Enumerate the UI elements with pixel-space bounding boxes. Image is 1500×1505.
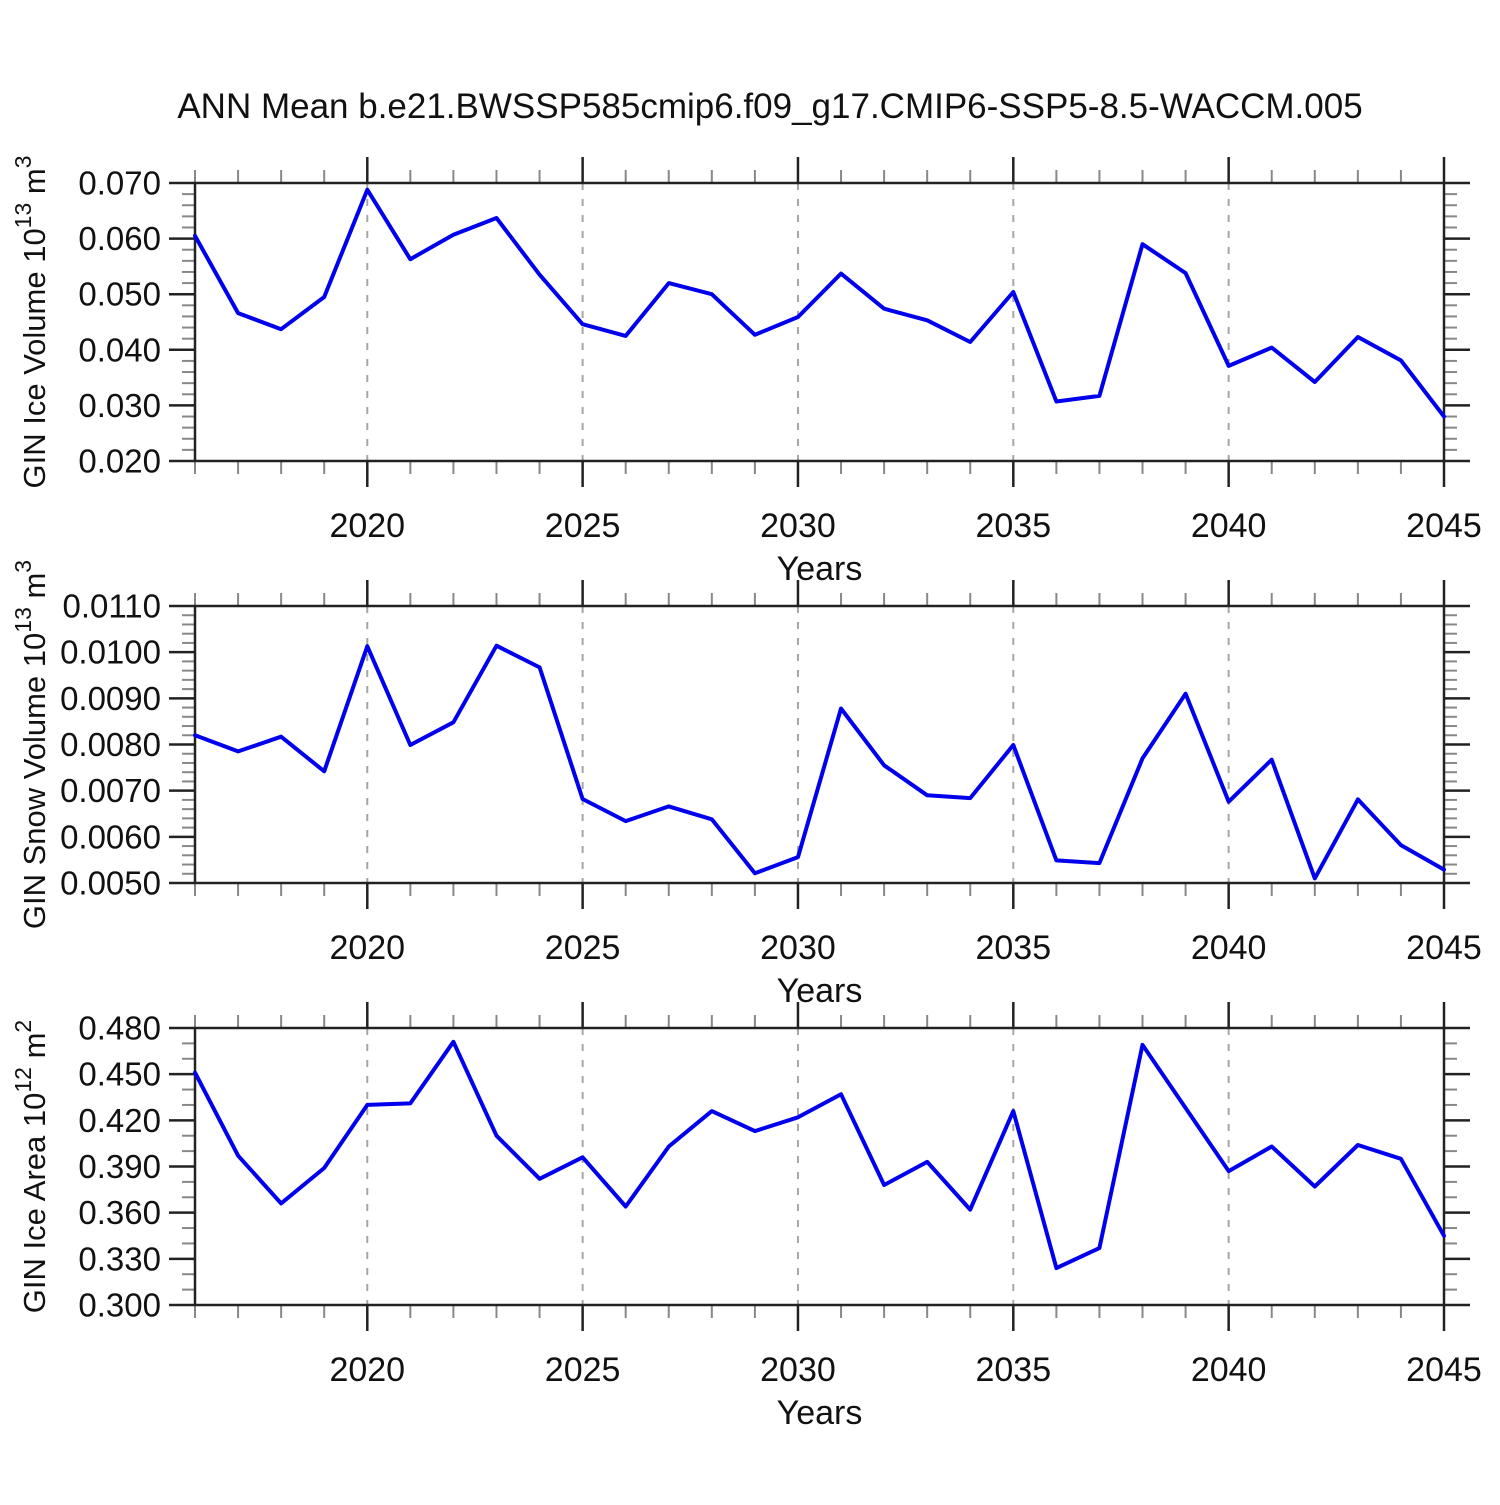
data-line [193, 643, 1446, 881]
y-tick-label: 0.0050 [60, 865, 161, 902]
y-tick-label: 0.0100 [60, 634, 161, 671]
x-tick-label: 2025 [545, 1351, 621, 1389]
y-axis-title: GIN Snow Volume 1013 m3 [10, 560, 52, 929]
gin-ice-volume-chart: 0.020 0.030 0.040 0.050 0.060 0.070 2020 2025 20… [10, 155, 1482, 588]
y-tick-label: 0.040 [78, 331, 161, 368]
plot-frame [193, 181, 1446, 463]
x-tick-label: 2030 [760, 929, 836, 967]
gin-snow-volume-chart: 0.0050 0.0060 0.0070 0.0080 0.0090 0.0100 0.01… [10, 560, 1482, 1010]
x-tick-label: 2030 [760, 1351, 836, 1389]
x-tick-label: 2045 [1406, 507, 1482, 545]
x-tick-label: 2035 [975, 929, 1051, 967]
plot-frame [193, 604, 1446, 885]
x-tick-label: 2025 [545, 929, 621, 967]
x-tick-label: 2035 [975, 1351, 1051, 1389]
gin-ice-area-chart: 0.300 0.330 0.360 0.390 0.420 0.450 0.480 2020 2… [10, 1002, 1482, 1432]
y-tick-label: 0.0110 [63, 588, 161, 625]
y-tick-label: 0.050 [78, 276, 161, 313]
y-tick-label: 0.0070 [60, 772, 161, 809]
data-line [193, 1039, 1446, 1271]
y-tick-label: 0.390 [78, 1148, 161, 1185]
x-tick-label: 2025 [545, 507, 621, 545]
y-tick-label: 0.330 [78, 1240, 161, 1277]
y-tick-label: 0.030 [78, 387, 161, 424]
x-tick-label: 2020 [329, 929, 405, 967]
x-tick-label: 2035 [975, 507, 1051, 545]
x-axis-title: Years [777, 1394, 863, 1432]
x-tick-label: 2045 [1406, 1351, 1482, 1389]
x-tick-label: 2020 [329, 1351, 405, 1389]
y-tick-label: 0.060 [78, 220, 161, 257]
y-tick-label: 0.0090 [60, 680, 161, 717]
y-tick-label: 0.450 [78, 1056, 161, 1093]
x-tick-label: 2040 [1191, 929, 1267, 967]
x-axis-title: Years [777, 972, 863, 1010]
y-tick-label: 0.070 [78, 165, 161, 202]
chart-title: ANN Mean b.e21.BWSSP585cmip6.f09_g17.CMI… [177, 87, 1362, 126]
x-tick-label: 2045 [1406, 929, 1482, 967]
y-tick-label: 0.420 [78, 1102, 161, 1139]
x-tick-label: 2040 [1191, 1351, 1267, 1389]
y-tick-label: 0.020 [78, 443, 161, 480]
x-tick-label: 2020 [329, 507, 405, 545]
x-tick-label: 2030 [760, 507, 836, 545]
y-tick-label: 0.480 [78, 1010, 161, 1047]
data-line [193, 187, 1446, 419]
y-tick-label: 0.360 [78, 1194, 161, 1231]
y-axis-title: GIN Ice Area 1012 m2 [10, 1020, 52, 1313]
y-tick-label: 0.0080 [60, 726, 161, 763]
x-axis-title: Years [777, 550, 863, 588]
y-tick-label: 0.0060 [60, 818, 161, 855]
x-tick-label: 2040 [1191, 507, 1267, 545]
y-tick-label: 0.300 [78, 1287, 161, 1324]
plot-frame [193, 1026, 1446, 1307]
y-axis-title: GIN Ice Volume 1013 m3 [10, 155, 52, 488]
